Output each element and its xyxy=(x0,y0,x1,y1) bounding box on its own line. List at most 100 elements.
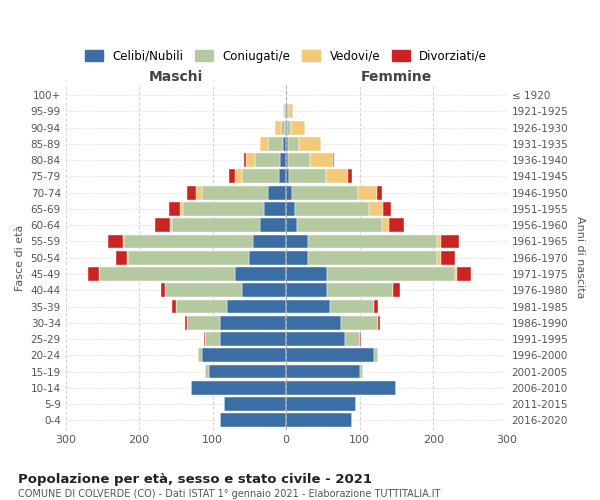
Bar xyxy=(124,234,253,248)
Bar xyxy=(283,104,284,118)
Bar xyxy=(286,153,289,167)
Bar xyxy=(196,186,202,200)
Bar xyxy=(383,202,391,216)
Bar xyxy=(244,153,246,167)
Bar xyxy=(123,234,124,248)
Bar xyxy=(185,316,187,330)
Bar xyxy=(286,300,331,314)
Bar xyxy=(378,316,380,330)
Bar xyxy=(99,267,235,281)
Bar xyxy=(295,202,368,216)
Bar xyxy=(209,364,286,378)
Bar xyxy=(170,218,172,232)
Bar xyxy=(287,137,299,151)
Bar xyxy=(286,186,292,200)
Bar xyxy=(286,234,308,248)
Bar xyxy=(264,202,286,216)
Bar xyxy=(286,120,287,134)
Bar xyxy=(289,153,310,167)
Bar xyxy=(341,316,378,330)
Bar xyxy=(331,300,374,314)
Bar xyxy=(172,300,176,314)
Bar xyxy=(246,153,254,167)
Bar xyxy=(286,170,289,183)
Bar xyxy=(440,234,459,248)
Bar xyxy=(440,251,455,264)
Bar xyxy=(202,348,286,362)
Bar xyxy=(242,284,286,297)
Bar xyxy=(358,186,377,200)
Bar xyxy=(176,300,227,314)
Bar xyxy=(280,153,286,167)
Bar xyxy=(286,137,287,151)
Bar xyxy=(374,300,378,314)
Bar xyxy=(286,284,326,297)
Bar xyxy=(286,364,360,378)
Bar xyxy=(287,120,290,134)
Bar xyxy=(268,186,286,200)
Bar xyxy=(308,251,437,264)
Bar xyxy=(290,120,305,134)
Bar xyxy=(389,218,404,232)
Bar xyxy=(286,332,345,346)
Bar xyxy=(289,170,326,183)
Text: Femmine: Femmine xyxy=(361,70,432,84)
Bar xyxy=(254,153,280,167)
Bar xyxy=(275,120,281,134)
Bar xyxy=(268,137,283,151)
Bar xyxy=(191,381,286,395)
Bar xyxy=(286,202,295,216)
Bar xyxy=(326,267,455,281)
Bar xyxy=(227,300,286,314)
Bar xyxy=(286,218,297,232)
Bar xyxy=(187,316,220,330)
Bar xyxy=(253,234,286,248)
Bar xyxy=(286,104,287,118)
Bar xyxy=(205,332,220,346)
Bar xyxy=(242,170,279,183)
Bar xyxy=(155,218,170,232)
Text: Maschi: Maschi xyxy=(149,70,203,84)
Bar xyxy=(289,104,293,118)
Bar xyxy=(187,186,196,200)
Bar xyxy=(179,202,183,216)
Text: Popolazione per età, sesso e stato civile - 2021: Popolazione per età, sesso e stato civil… xyxy=(18,472,372,486)
Bar xyxy=(235,170,242,183)
Bar xyxy=(345,332,360,346)
Bar xyxy=(281,120,285,134)
Bar xyxy=(128,251,250,264)
Bar xyxy=(393,284,400,297)
Bar xyxy=(360,332,361,346)
Bar xyxy=(326,170,348,183)
Bar xyxy=(286,397,356,411)
Bar xyxy=(172,218,260,232)
Bar xyxy=(286,381,397,395)
Bar xyxy=(326,284,393,297)
Bar xyxy=(299,137,321,151)
Bar xyxy=(250,251,286,264)
Bar xyxy=(116,251,127,264)
Bar xyxy=(297,218,382,232)
Bar xyxy=(308,234,437,248)
Bar xyxy=(437,234,440,248)
Bar xyxy=(286,316,341,330)
Y-axis label: Anni di nascita: Anni di nascita xyxy=(575,216,585,299)
Bar xyxy=(437,251,440,264)
Bar xyxy=(292,186,358,200)
Bar xyxy=(286,348,374,362)
Bar xyxy=(165,284,242,297)
Bar xyxy=(360,364,364,378)
Bar xyxy=(455,267,457,281)
Bar xyxy=(260,137,268,151)
Bar xyxy=(285,120,286,134)
Bar xyxy=(348,170,352,183)
Bar xyxy=(260,218,286,232)
Bar xyxy=(287,104,289,118)
Bar xyxy=(229,170,235,183)
Bar xyxy=(377,186,382,200)
Bar xyxy=(286,267,326,281)
Bar xyxy=(283,137,286,151)
Bar xyxy=(220,414,286,428)
Bar xyxy=(332,153,334,167)
Bar xyxy=(310,153,332,167)
